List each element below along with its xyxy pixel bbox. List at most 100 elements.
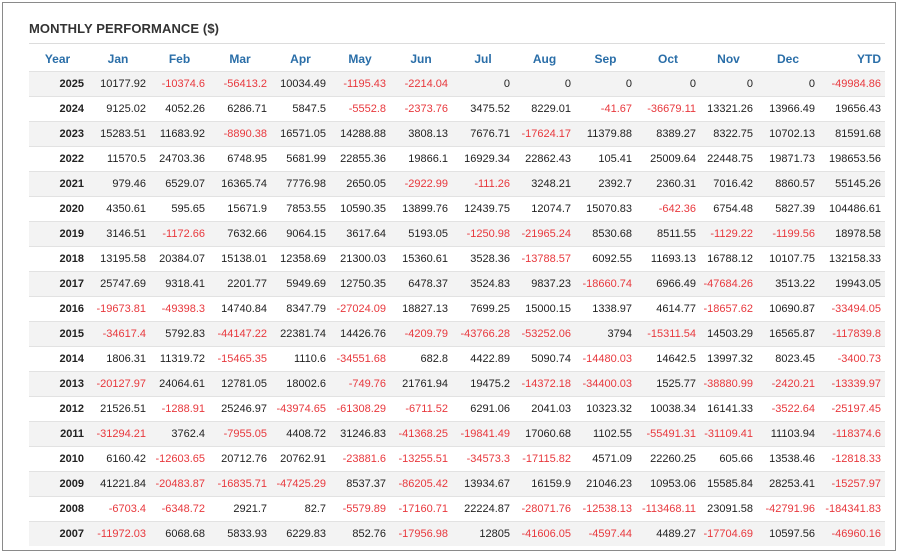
value-cell: 82.7 — [271, 496, 330, 522]
value-cell: 10702.13 — [757, 121, 819, 147]
value-cell: 2360.31 — [636, 171, 700, 197]
value-cell: 5833.93 — [209, 521, 271, 546]
value-cell: 6160.42 — [86, 446, 150, 472]
value-cell: 22260.25 — [636, 446, 700, 472]
value-cell: -10374.6 — [150, 71, 209, 97]
value-cell: 15671.9 — [209, 196, 271, 222]
value-cell: -17704.69 — [700, 521, 757, 546]
value-cell: -14480.03 — [575, 346, 636, 372]
value-cell: 1525.77 — [636, 371, 700, 397]
value-cell: 20712.76 — [209, 446, 271, 472]
value-cell: -6348.72 — [150, 496, 209, 522]
year-cell: 2010 — [29, 446, 86, 472]
ytd-cell: -3400.73 — [819, 346, 885, 372]
value-cell: 15283.51 — [86, 121, 150, 147]
value-cell: 18827.13 — [390, 296, 452, 322]
ytd-cell: -184341.83 — [819, 496, 885, 522]
value-cell: 16365.74 — [209, 171, 271, 197]
ytd-cell: -12818.33 — [819, 446, 885, 472]
value-cell: 3617.64 — [330, 221, 390, 247]
value-cell: 25747.69 — [86, 271, 150, 297]
ytd-cell: 55145.26 — [819, 171, 885, 197]
panel-title: MONTHLY PERFORMANCE ($) — [29, 21, 220, 36]
value-cell: 3528.36 — [452, 246, 514, 272]
value-cell: 6966.49 — [636, 271, 700, 297]
value-cell: 1102.55 — [575, 421, 636, 447]
value-cell: -17115.82 — [514, 446, 575, 472]
value-cell: 2041.03 — [514, 396, 575, 422]
value-cell: 14642.5 — [636, 346, 700, 372]
value-cell: 6229.83 — [271, 521, 330, 546]
value-cell: 4052.26 — [150, 96, 209, 122]
value-cell: -13788.57 — [514, 246, 575, 272]
table-row: 2008 -6703.4 -6348.72 2921.7 82.7 -5579.89 -17… — [29, 496, 885, 522]
value-cell: 11103.94 — [757, 421, 819, 447]
value-cell: 10323.32 — [575, 396, 636, 422]
year-cell: 2014 — [29, 346, 86, 372]
value-cell: 4422.89 — [452, 346, 514, 372]
value-cell: -47425.29 — [271, 471, 330, 497]
ytd-cell: 104486.61 — [819, 196, 885, 222]
value-cell: 6478.37 — [390, 271, 452, 297]
value-cell: 2650.05 — [330, 171, 390, 197]
table-row: 2021 979.46 6529.07 16365.74 7776.98 2650.05-… — [29, 171, 885, 197]
value-cell: 12074.7 — [514, 196, 575, 222]
ytd-cell: 81591.68 — [819, 121, 885, 147]
year-cell: 2015 — [29, 321, 86, 347]
value-cell: -12603.65 — [150, 446, 209, 472]
column-header-jan: Jan — [107, 52, 129, 66]
column-header-may: May — [348, 52, 372, 66]
value-cell: -749.76 — [330, 371, 390, 397]
value-cell: -1288.91 — [150, 396, 209, 422]
value-cell: 15000.15 — [514, 296, 575, 322]
value-cell: 6529.07 — [150, 171, 209, 197]
ytd-cell: -49984.86 — [819, 71, 885, 97]
value-cell: 21526.51 — [86, 396, 150, 422]
value-cell: 5090.74 — [514, 346, 575, 372]
value-cell: 16565.87 — [757, 321, 819, 347]
value-cell: 20762.91 — [271, 446, 330, 472]
value-cell: -18660.74 — [575, 271, 636, 297]
value-cell: 10038.34 — [636, 396, 700, 422]
value-cell: 7676.71 — [452, 121, 514, 147]
value-cell: 14288.88 — [330, 121, 390, 147]
value-cell: 5792.83 — [150, 321, 209, 347]
value-cell: 24064.61 — [150, 371, 209, 397]
value-cell: 13997.32 — [700, 346, 757, 372]
ytd-cell: 198653.56 — [819, 146, 885, 172]
value-cell: -6711.52 — [390, 396, 452, 422]
value-cell: 7776.98 — [271, 171, 330, 197]
value-cell: -3522.64 — [757, 396, 819, 422]
value-cell: 7853.55 — [271, 196, 330, 222]
value-cell: -49398.3 — [150, 296, 209, 322]
value-cell: -4209.79 — [390, 321, 452, 347]
value-cell: 10597.56 — [757, 521, 819, 546]
ytd-cell: -118374.6 — [819, 421, 885, 447]
value-cell: -11972.03 — [86, 521, 150, 546]
value-cell: -61308.29 — [330, 396, 390, 422]
value-cell: 8023.45 — [757, 346, 819, 372]
value-cell: -31294.21 — [86, 421, 150, 447]
table-row: 2012 21526.51 -1288.91 25246.97 -43974.65 -61… — [29, 396, 885, 422]
value-cell: -41.67 — [575, 96, 636, 122]
value-cell: -1199.56 — [757, 221, 819, 247]
value-cell: -23881.6 — [330, 446, 390, 472]
year-cell: 2020 — [29, 196, 86, 222]
value-cell: 10953.06 — [636, 471, 700, 497]
value-cell: -2420.21 — [757, 371, 819, 397]
year-cell: 2011 — [29, 421, 86, 447]
year-cell: 2021 — [29, 171, 86, 197]
value-cell: -20127.97 — [86, 371, 150, 397]
value-cell: -28071.76 — [514, 496, 575, 522]
value-cell: 8530.68 — [575, 221, 636, 247]
value-cell: 979.46 — [86, 171, 150, 197]
value-cell: 8860.57 — [757, 171, 819, 197]
value-cell: 3248.21 — [514, 171, 575, 197]
ytd-cell: -25197.45 — [819, 396, 885, 422]
value-cell: -17956.98 — [390, 521, 452, 546]
value-cell: 15070.83 — [575, 196, 636, 222]
value-cell: 11319.72 — [150, 346, 209, 372]
value-cell: 14740.84 — [209, 296, 271, 322]
value-cell: -15311.54 — [636, 321, 700, 347]
value-cell: 7699.25 — [452, 296, 514, 322]
